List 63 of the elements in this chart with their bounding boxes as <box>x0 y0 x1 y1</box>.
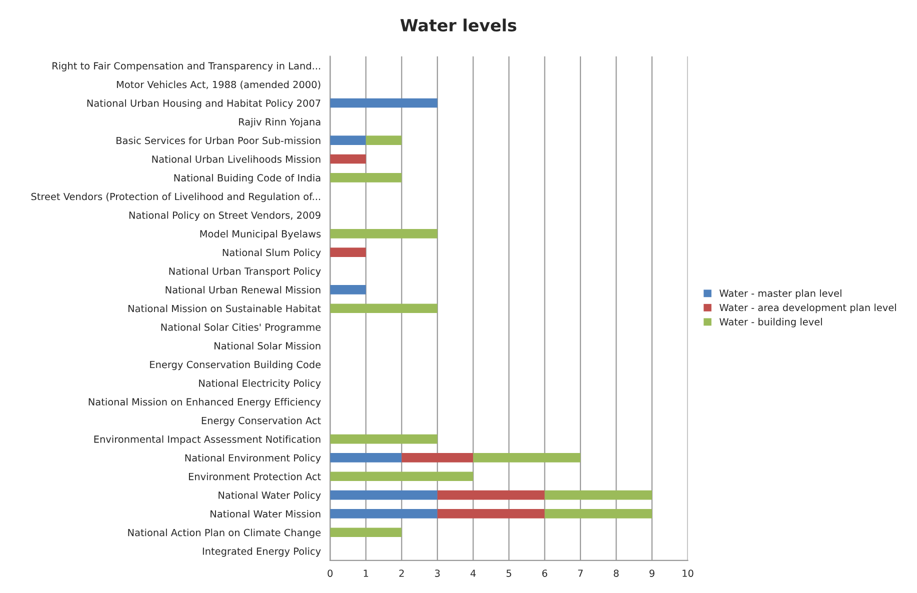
x-tick-label: 0 <box>328 570 333 577</box>
y-tick-label: National Buiding Code of India <box>174 174 320 184</box>
chart-title: Water levels <box>400 18 516 32</box>
bar <box>330 304 438 314</box>
legend-label: Water - master plan level <box>720 289 842 299</box>
bar <box>473 453 580 462</box>
bar <box>330 173 402 182</box>
bar <box>330 154 366 164</box>
y-tick-label: Energy Conservation Building Code <box>150 360 321 370</box>
y-tick-label: Street Vendors (Protection of Livelihood and Regulation of... <box>31 192 320 202</box>
y-tick-label: National Action Plan on Climate Change <box>128 528 321 538</box>
bar <box>330 285 366 294</box>
y-tick-label: National Solar Mission <box>214 342 320 350</box>
bar <box>330 490 438 500</box>
bar <box>330 509 438 518</box>
x-tick-label: 1 <box>364 570 368 577</box>
y-tick-label: National Water Policy <box>218 491 321 501</box>
y-tick-label: National Solar Cities' Programme <box>161 323 321 333</box>
y-tick-label: Rajiv Rinn Yojana <box>239 118 320 128</box>
y-tick-label: National Electricity Policy <box>199 379 321 389</box>
y-tick-label: National Mission on Sustainable Habitat <box>128 304 321 312</box>
bar <box>330 98 438 108</box>
y-tick-label: National Environment Policy <box>185 454 321 464</box>
bar <box>330 472 474 482</box>
bar <box>330 453 402 462</box>
legend-label: Water - area development plan level <box>720 304 896 314</box>
y-tick-label: Integrated Energy Policy <box>202 547 321 557</box>
legend-label: Water - building level <box>720 318 822 328</box>
y-tick-label: National Urban Housing and Habitat Policy 2007 <box>87 99 320 109</box>
x-tick-label: 3 <box>435 570 440 577</box>
y-tick-label: Right to Fair Compensation and Transparency in Land... <box>52 62 320 72</box>
bar <box>437 509 545 518</box>
bar <box>544 490 652 500</box>
x-tick-label: 10 <box>682 570 694 577</box>
y-tick-label: Model Municipal Byelaws <box>200 230 321 240</box>
y-tick-label: Basic Services for Urban Poor Sub-mission <box>116 136 320 144</box>
y-tick-label: National Urban Transport Policy <box>169 267 321 277</box>
x-tick-label: 2 <box>399 570 404 577</box>
x-tick-label: 4 <box>470 570 476 577</box>
bar <box>330 528 402 538</box>
bar <box>330 434 438 444</box>
y-tick-label: Motor Vehicles Act, 1988 (amended 2000) <box>116 80 320 90</box>
bar <box>330 248 366 258</box>
x-tick-label: 7 <box>578 570 583 577</box>
x-tick-label: 6 <box>542 570 548 577</box>
y-tick-label: Energy Conservation Act <box>202 416 321 426</box>
y-tick-label: National Mission on Enhanced Energy Efficiency <box>88 398 321 408</box>
y-tick-label: National Slum Policy <box>222 248 321 258</box>
bar <box>366 136 402 146</box>
x-tick-label: 8 <box>614 570 619 577</box>
y-tick-label: Environmental Impact Assessment Notification <box>94 435 320 445</box>
x-tick-label: 9 <box>650 570 654 577</box>
bar <box>330 229 438 238</box>
y-tick-label: National Urban Livelihoods Mission <box>152 155 320 163</box>
y-tick-label: Environment Protection Act <box>188 472 321 480</box>
bar <box>437 490 545 500</box>
x-tick-label: 5 <box>506 570 512 577</box>
bar <box>330 136 366 146</box>
bar <box>402 453 474 462</box>
y-tick-label: National Water Mission <box>210 510 320 518</box>
bar <box>544 509 652 518</box>
y-tick-label: National Urban Renewal Mission <box>166 286 320 294</box>
y-tick-label: National Policy on Street Vendors, 2009 <box>129 211 320 221</box>
